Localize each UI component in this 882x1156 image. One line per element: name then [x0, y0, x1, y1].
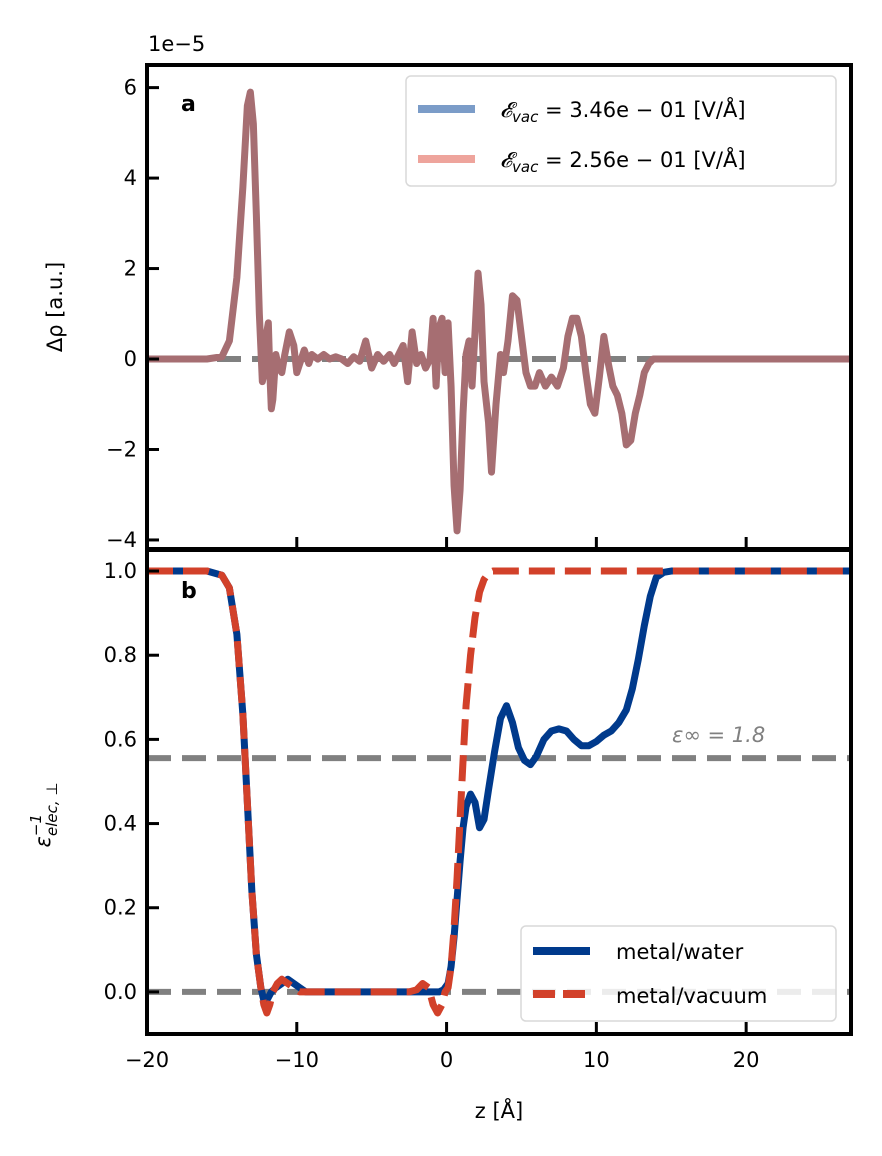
y-axis-title-b-super: −1: [27, 814, 45, 836]
series-line-b-1: [147, 567, 851, 1004]
panel-a-ticks: −4 −2 0 2 4 6: [106, 76, 748, 552]
legend-a-entry-2-sub: vac: [512, 158, 539, 176]
panel-b-ticks: 0.0 0.2 0.4 0.6 0.8 1.0 −20 −10 0 10 20: [104, 559, 760, 1072]
legend-a: 𝓔vac = 3.46e − 01 [V/Å] 𝓔vac = 2.56e − 0…: [405, 75, 837, 187]
x-tick-label-b-0: −20: [125, 1048, 169, 1072]
y-tick-label-a-5: 6: [124, 76, 137, 100]
panel-a: −4 −2 0 2 4 6 1e−5 a Δρ [a.u.] 𝓔vac = 3.46e −…: [43, 32, 853, 552]
legend-a-entry-1: 𝓔vac = 3.46e − 01 [V/Å]: [500, 96, 746, 126]
x-tick-label-b-4: 20: [733, 1048, 760, 1072]
legend-a-entry-1-sub: vac: [512, 108, 539, 126]
eps-inf-annotation: ε∞ = 1.8: [672, 723, 765, 747]
panel-label-a: a: [181, 92, 196, 117]
series-line-a-2: [147, 88, 851, 535]
panel-b-series: [147, 567, 851, 1017]
panel-label-b: b: [181, 579, 197, 604]
legend-a-box: [405, 75, 837, 187]
panel-b-frame: [145, 548, 853, 1036]
y-tick-label-a-2: 0: [124, 347, 137, 371]
legend-b-entry-1: metal/water: [616, 940, 744, 964]
y-tick-label-b-0: 0.0: [104, 980, 137, 1004]
y-tick-label-b-4: 0.8: [104, 643, 137, 667]
y-tick-label-b-2: 0.4: [104, 812, 137, 836]
legend-b-box: [520, 925, 837, 1022]
y-axis-title-b: ε−1elec, ⊥: [27, 783, 61, 848]
x-tick-label-b-3: 10: [583, 1048, 610, 1072]
legend-a-entry-1-value: = 3.46e − 01 [V/Å]: [538, 96, 745, 122]
x-axis-title: z [Å]: [475, 1097, 523, 1123]
y-axis-title-a: Δρ [a.u.]: [43, 262, 67, 352]
x-tick-label-b-2: 0: [440, 1048, 453, 1072]
y-tick-label-a-3: 2: [124, 257, 137, 281]
y-tick-label-a-1: −2: [106, 437, 137, 461]
legend-b: metal/water metal/vacuum: [520, 925, 837, 1022]
y-axis-title-b-symbol: ε: [31, 836, 55, 847]
y-tick-label-b-5: 1.0: [104, 559, 137, 583]
legend-b-entry-2: metal/vacuum: [616, 984, 767, 1008]
x-tick-label-b-1: −10: [275, 1048, 319, 1072]
y-axis-title-b-sub: elec, ⊥: [43, 783, 61, 836]
offset-label: 1e−5: [148, 32, 205, 56]
y-tick-label-b-3: 0.6: [104, 727, 137, 751]
legend-a-entry-2-value: = 2.56e − 01 [V/Å]: [538, 146, 745, 172]
series-line-b-2: [147, 567, 851, 1017]
panel-b: 0.0 0.2 0.4 0.6 0.8 1.0 −20 −10 0 10 20 b ε∞ = 1.8…: [27, 548, 853, 1123]
legend-a-entry-2: 𝓔vac = 2.56e − 01 [V/Å]: [500, 146, 746, 176]
y-tick-label-a-0: −4: [106, 528, 137, 552]
y-tick-label-a-4: 4: [124, 166, 137, 190]
panel-a-series: [147, 88, 851, 535]
y-tick-label-b-1: 0.2: [104, 896, 137, 920]
